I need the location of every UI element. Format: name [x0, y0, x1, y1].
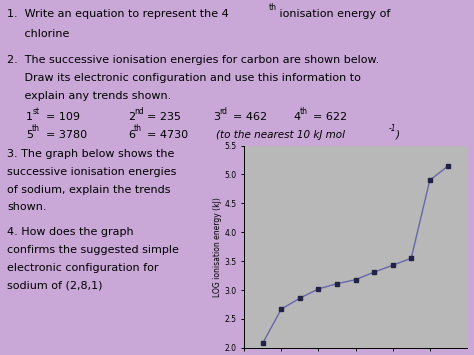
Text: successive ionisation energies: successive ionisation energies	[7, 167, 176, 177]
Text: = 4730: = 4730	[147, 130, 189, 140]
Text: 2.  The successive ionisation energies for carbon are shown below.: 2. The successive ionisation energies fo…	[7, 55, 379, 65]
Text: ): )	[396, 130, 400, 140]
Text: 5: 5	[26, 130, 33, 140]
Text: th: th	[300, 106, 308, 115]
Text: st: st	[32, 106, 39, 115]
Text: electronic configuration for: electronic configuration for	[7, 263, 159, 273]
Text: nd: nd	[134, 106, 144, 115]
Text: th: th	[269, 3, 277, 12]
Text: of sodium, explain the trends: of sodium, explain the trends	[7, 185, 171, 195]
Text: ionisation energy of: ionisation energy of	[276, 9, 391, 19]
Text: 4: 4	[294, 112, 301, 122]
Text: chlorine: chlorine	[7, 29, 70, 39]
Text: 4. How does the graph: 4. How does the graph	[7, 227, 134, 237]
Text: = 622: = 622	[313, 112, 347, 122]
Text: confirms the suggested simple: confirms the suggested simple	[7, 245, 179, 255]
Text: = 3780: = 3780	[46, 130, 87, 140]
Text: (to the nearest 10 kJ mol: (to the nearest 10 kJ mol	[216, 130, 345, 140]
Text: 6: 6	[128, 130, 135, 140]
Text: explain any trends shown.: explain any trends shown.	[7, 91, 172, 100]
Text: = 109: = 109	[46, 112, 80, 122]
Text: th: th	[32, 124, 40, 133]
Text: -1: -1	[389, 124, 397, 133]
Text: th: th	[134, 124, 142, 133]
Text: sodium of (2,8,1): sodium of (2,8,1)	[7, 280, 102, 290]
Text: 1: 1	[26, 112, 33, 122]
Text: 2: 2	[128, 112, 135, 122]
Text: 3: 3	[213, 112, 220, 122]
Text: Draw its electronic configuration and use this information to: Draw its electronic configuration and us…	[7, 73, 361, 83]
Y-axis label: LOG ionisation energy (kJ): LOG ionisation energy (kJ)	[212, 197, 221, 297]
Text: 1.  Write an equation to represent the 4: 1. Write an equation to represent the 4	[7, 9, 229, 19]
Text: 3. The graph below shows the: 3. The graph below shows the	[7, 149, 174, 159]
Text: shown.: shown.	[7, 202, 46, 212]
Text: = 235: = 235	[147, 112, 182, 122]
Text: rd: rd	[219, 106, 228, 115]
Text: = 462: = 462	[233, 112, 267, 122]
